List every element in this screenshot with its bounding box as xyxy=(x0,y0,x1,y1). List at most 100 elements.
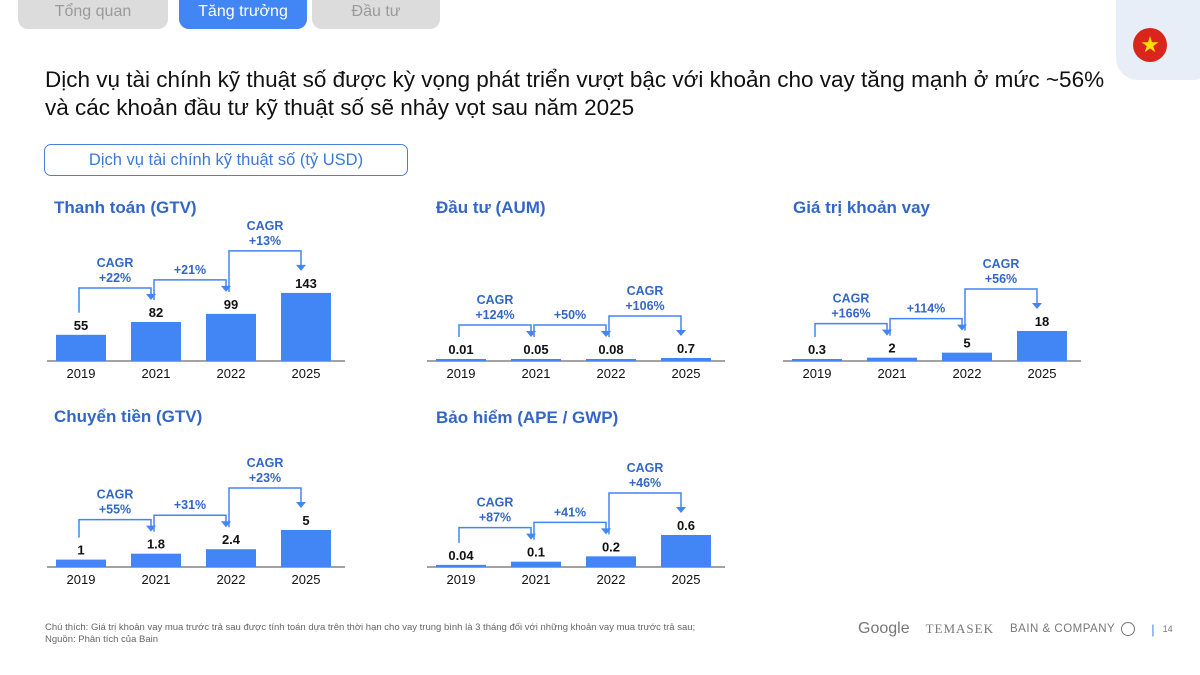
google-logo: Google xyxy=(858,620,910,637)
chart-title-remittance: Chuyển tiền (GTV) xyxy=(54,407,203,426)
arrow-down-icon xyxy=(1032,303,1042,309)
x-tick-label: 2021 xyxy=(522,366,551,381)
bar xyxy=(661,358,711,361)
value-label: 0.01 xyxy=(448,342,473,357)
growth-bracket xyxy=(78,518,152,538)
page-number: 14 xyxy=(1162,624,1173,634)
growth-rate-label: +124% xyxy=(475,308,514,322)
growth-rate-label: +166% xyxy=(831,307,870,321)
growth-bracket xyxy=(608,492,682,535)
bar xyxy=(867,357,917,361)
value-label: 55 xyxy=(74,318,88,333)
bar xyxy=(511,561,561,567)
value-label: 0.1 xyxy=(527,545,545,560)
x-tick-label: 2022 xyxy=(217,572,246,587)
value-label: 0.2 xyxy=(602,539,620,554)
x-tick-label: 2021 xyxy=(878,366,907,381)
bar xyxy=(206,313,256,361)
tab-overview[interactable]: Tổng quan xyxy=(18,0,168,29)
bar xyxy=(281,529,331,567)
arrow-down-icon xyxy=(676,507,686,513)
cagr-label: CAGR xyxy=(477,496,514,510)
growth-bracket xyxy=(458,324,532,337)
cagr-label: CAGR xyxy=(477,293,514,307)
arrow-down-icon xyxy=(296,501,306,508)
cagr-label: CAGR xyxy=(833,292,870,306)
x-tick-label: 2019 xyxy=(803,366,832,381)
x-tick-label: 2025 xyxy=(672,572,701,587)
growth-bracket xyxy=(78,287,152,313)
bar xyxy=(56,559,106,567)
bar xyxy=(792,359,842,361)
temasek-logo: TEMASEK xyxy=(925,621,994,636)
bar xyxy=(281,292,331,361)
growth-bracket xyxy=(153,514,227,532)
growth-bracket xyxy=(889,317,963,336)
bar xyxy=(586,556,636,567)
bain-logo: BAIN & COMPANY xyxy=(1009,623,1116,635)
value-label: 1.8 xyxy=(147,537,165,552)
value-label: 0.6 xyxy=(677,518,695,533)
bar xyxy=(436,564,486,567)
growth-rate-label: +41% xyxy=(554,505,586,519)
cagr-label: CAGR xyxy=(247,219,284,233)
growth-bracket xyxy=(814,322,888,337)
bar xyxy=(206,549,256,567)
cagr-label: CAGR xyxy=(627,461,664,475)
value-label: 5 xyxy=(302,513,309,528)
value-label: 5 xyxy=(963,336,970,351)
value-label: 0.3 xyxy=(808,342,826,357)
x-tick-label: 2021 xyxy=(142,366,171,381)
divider: | xyxy=(1151,621,1155,637)
value-label: 2 xyxy=(888,341,895,356)
bar xyxy=(661,535,711,567)
growth-rate-label: +46% xyxy=(629,476,661,490)
bar xyxy=(1017,331,1067,361)
bar xyxy=(436,359,486,361)
growth-bracket xyxy=(964,288,1038,331)
x-tick-label: 2021 xyxy=(142,572,171,587)
x-tick-label: 2022 xyxy=(597,572,626,587)
growth-bracket xyxy=(458,526,532,543)
bar xyxy=(942,352,992,361)
footnote-note: Chú thích: Giá trị khoản vay mua trước t… xyxy=(45,622,696,633)
chart-title-loans: Giá trị khoản vay xyxy=(793,198,930,217)
value-label: 0.05 xyxy=(523,342,548,357)
bar xyxy=(131,321,181,361)
tab-growth[interactable]: Tăng trưởng xyxy=(179,0,307,29)
growth-rate-label: +106% xyxy=(625,299,664,313)
value-label: 0.08 xyxy=(598,342,623,357)
chart-title-insurance: Bảo hiểm (APE / GWP) xyxy=(436,408,619,427)
x-tick-label: 2022 xyxy=(953,366,982,381)
cagr-label: CAGR xyxy=(627,284,664,298)
cagr-label: CAGR xyxy=(247,456,284,470)
x-tick-label: 2019 xyxy=(67,572,96,587)
growth-rate-label: +13% xyxy=(249,234,281,248)
x-tick-label: 2025 xyxy=(1028,366,1057,381)
growth-bracket xyxy=(533,324,607,337)
bar xyxy=(511,359,561,361)
x-tick-label: 2019 xyxy=(447,366,476,381)
growth-bracket xyxy=(608,315,682,337)
growth-bracket xyxy=(533,521,607,540)
growth-bracket xyxy=(153,279,227,300)
growth-rate-label: +114% xyxy=(907,302,946,316)
x-tick-label: 2022 xyxy=(217,366,246,381)
value-label: 0.04 xyxy=(448,548,474,563)
x-tick-label: 2019 xyxy=(447,572,476,587)
growth-rate-label: +50% xyxy=(554,308,586,322)
tab-investment[interactable]: Đầu tư xyxy=(312,0,440,29)
value-label: 143 xyxy=(295,276,317,291)
partner-logos: Google TEMASEK BAIN & COMPANY | 14 xyxy=(858,620,1173,638)
chart-title-payments: Thanh toán (GTV) xyxy=(54,198,197,217)
footnote-source: Nguồn: Phân tích của Bain xyxy=(45,634,159,645)
x-tick-label: 2025 xyxy=(292,366,321,381)
vietnam-flag-icon: ★ xyxy=(1133,28,1167,62)
page-title: Dịch vụ tài chính kỹ thuật số được kỳ vọ… xyxy=(45,67,1105,120)
cagr-label: CAGR xyxy=(983,257,1020,271)
value-label: 82 xyxy=(149,305,163,320)
value-label: 18 xyxy=(1035,314,1049,329)
value-label: 2.4 xyxy=(222,532,241,547)
arrow-down-icon xyxy=(676,330,686,337)
